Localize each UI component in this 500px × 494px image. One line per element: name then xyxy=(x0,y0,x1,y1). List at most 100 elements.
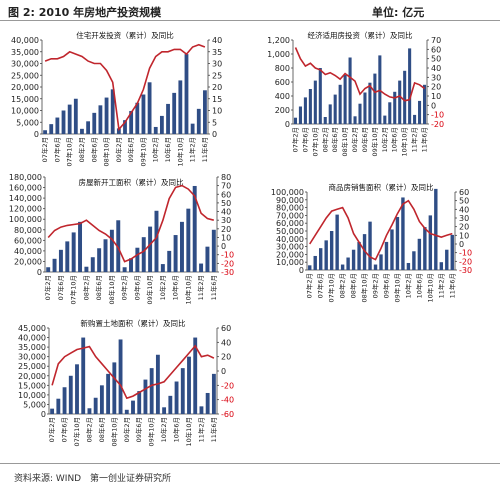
x-tick-label: 08年6月 xyxy=(349,273,358,298)
right-tick-label: 10 xyxy=(459,231,469,240)
bar xyxy=(148,226,153,272)
bar xyxy=(92,112,97,134)
x-tick-label: 09年6月 xyxy=(132,275,141,300)
figure-title: 图 2: 2010 年房地产投资规模 xyxy=(8,6,162,19)
x-tick-label: 11年2月 xyxy=(188,137,197,162)
x-tick-label: 08年6月 xyxy=(97,417,106,442)
x-tick-label: 10年10月 xyxy=(425,273,434,303)
left-tick-label: 60,000 xyxy=(14,236,42,245)
right-tick-label: -10 xyxy=(459,249,472,258)
x-tick-label: 08年2月 xyxy=(320,127,329,152)
right-tick-label: 40 xyxy=(431,64,441,73)
right-tick-label: 60 xyxy=(221,190,231,199)
left-tick-label: 30,000 xyxy=(276,243,304,252)
bar xyxy=(323,117,327,124)
bar xyxy=(141,94,146,134)
right-tick-label: 40 xyxy=(212,36,222,45)
x-tick-label: 10年6月 xyxy=(163,137,172,162)
x-tick-label: 07年10月 xyxy=(65,137,74,167)
x-tick-label: 07年10月 xyxy=(327,273,336,303)
bar xyxy=(86,121,91,134)
bar xyxy=(329,231,334,270)
x-tick-label: 11年2月 xyxy=(196,417,205,442)
bar xyxy=(439,262,443,270)
left-tick-label: 100,000 xyxy=(9,215,42,224)
bar xyxy=(81,337,86,414)
x-tick-label: 09年6月 xyxy=(126,137,135,162)
chart-svg: 经济适用房投资（累计）及同比02004006008001,0001,200-20… xyxy=(267,30,444,157)
unit-label: 单位: 亿元 xyxy=(372,6,425,19)
right-tick-label: 80 xyxy=(221,173,231,182)
x-tick-label: 08年2月 xyxy=(338,273,347,298)
left-tick-label: 60,000 xyxy=(276,219,304,228)
left-tick-label: 45,000 xyxy=(18,324,46,333)
left-tick-label: 1,000 xyxy=(267,50,290,59)
bar xyxy=(84,266,89,272)
right-tick-label: 60 xyxy=(459,188,469,197)
bar xyxy=(373,264,378,270)
right-tick-label: -20 xyxy=(459,257,472,266)
x-tick-label: 09年6月 xyxy=(381,273,390,298)
left-tick-label: 70,000 xyxy=(276,211,304,220)
bar xyxy=(422,84,427,124)
left-tick-label: 40,000 xyxy=(18,334,46,343)
bar xyxy=(423,227,427,270)
right-tick-label: 0 xyxy=(212,130,217,139)
left-tick-label: 800 xyxy=(275,64,290,73)
bar xyxy=(324,240,328,270)
bar xyxy=(56,398,61,414)
x-tick-label: 10年6月 xyxy=(414,273,423,298)
right-tick-label: 0 xyxy=(459,240,464,249)
bar xyxy=(98,105,103,134)
right-tick-label: 15 xyxy=(212,95,222,104)
x-tick-label: 07年2月 xyxy=(40,137,49,162)
bar xyxy=(293,117,298,124)
right-tick-label: -10 xyxy=(221,251,234,260)
right-tick-label: 30 xyxy=(221,216,231,225)
right-tick-label: 50 xyxy=(459,197,469,206)
bar xyxy=(160,264,165,272)
bar xyxy=(50,408,55,414)
bar xyxy=(187,356,191,414)
right-tick-label: 5 xyxy=(212,118,217,127)
x-tick-label: 08年6月 xyxy=(330,127,339,152)
x-tick-label: 08年6月 xyxy=(89,137,98,162)
chart-title: 经济适用房投资（累计）及同比 xyxy=(308,30,413,40)
bar xyxy=(211,229,216,272)
left-tick-label: 600 xyxy=(275,78,290,87)
bar xyxy=(78,221,83,272)
right-tick-label: -30 xyxy=(459,266,472,275)
left-tick-label: 10,000 xyxy=(11,107,39,116)
bar xyxy=(154,210,159,272)
left-tick-label: 80,000 xyxy=(276,204,304,213)
bar xyxy=(348,57,352,124)
bar xyxy=(418,100,422,124)
bar xyxy=(109,229,114,272)
bar xyxy=(362,234,367,270)
x-tick-label: 10年10月 xyxy=(175,137,184,167)
bar xyxy=(68,375,73,414)
left-tick-label: 20,000 xyxy=(18,372,46,381)
bar xyxy=(62,387,67,414)
x-tick-label: 09年10月 xyxy=(392,273,401,303)
bar xyxy=(357,241,361,270)
x-tick-label: 10年2月 xyxy=(151,137,160,162)
x-tick-label: 09年6月 xyxy=(360,127,369,152)
right-tick-label: 70 xyxy=(221,182,231,191)
x-tick-label: 11年6月 xyxy=(200,137,209,162)
right-tick-label: 30 xyxy=(459,214,469,223)
x-tick-label: 07年2月 xyxy=(290,127,299,152)
left-tick-label: 400 xyxy=(275,92,290,101)
x-tick-label: 11年2月 xyxy=(410,127,419,152)
x-tick-label: 09年10月 xyxy=(138,137,147,167)
x-tick-label: 10年2月 xyxy=(403,273,412,298)
x-tick-label: 09年10月 xyxy=(370,127,379,157)
left-tick-label: 120,000 xyxy=(9,205,42,214)
bar xyxy=(178,80,183,134)
x-tick-label: 10年10月 xyxy=(183,275,192,305)
x-tick-label: 10年2月 xyxy=(159,417,168,442)
bar xyxy=(445,249,449,270)
bar xyxy=(308,89,312,124)
bar xyxy=(166,103,170,134)
x-tick-label: 09年10月 xyxy=(145,275,154,305)
